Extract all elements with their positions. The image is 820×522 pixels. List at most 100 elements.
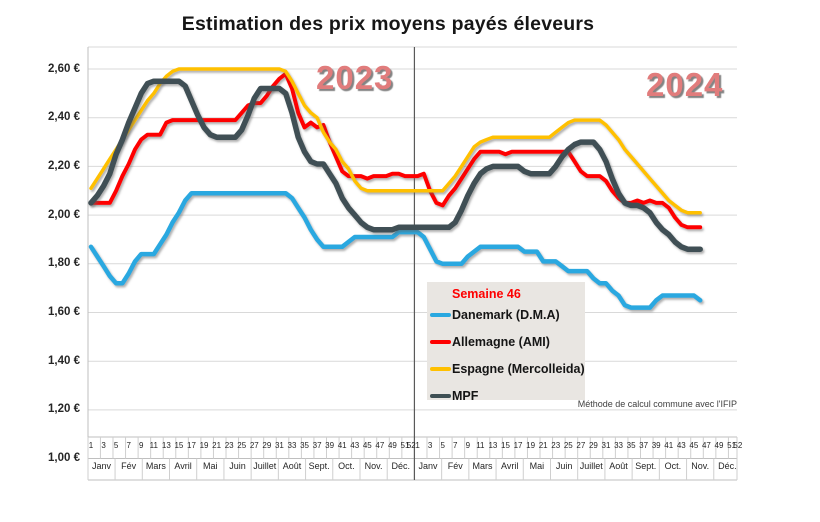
- week-tick-label: 7: [126, 441, 131, 450]
- week-tick-label: 43: [350, 441, 360, 450]
- week-tick-label: 17: [187, 441, 196, 450]
- month-label: Fév: [121, 461, 137, 471]
- week-tick-label: 5: [440, 441, 445, 450]
- week-tick-label: 49: [714, 441, 724, 450]
- year-label-2023: 2023: [316, 59, 394, 96]
- week-tick-label: 31: [601, 441, 611, 450]
- y-axis-tick-label: 2,20 €: [48, 159, 80, 172]
- month-label: Juin: [229, 461, 246, 471]
- legend-item-label: MPF: [452, 388, 479, 403]
- chart-footnote: Méthode de calcul commune avec l'IFIP: [577, 399, 737, 409]
- month-label: Oct.: [338, 461, 355, 471]
- legend-item-espagne: Espagne (Mercolleida): [430, 355, 585, 382]
- week-tick-label: 33: [614, 441, 623, 450]
- week-tick-label: 51: [727, 441, 736, 450]
- week-tick-label: 1: [88, 441, 94, 450]
- week-tick-label: 21: [212, 441, 222, 450]
- week-tick-label: 45: [362, 441, 372, 450]
- month-label: Nov.: [691, 461, 710, 471]
- y-axis-tick-label: 1,80 €: [48, 257, 80, 270]
- y-axis-tick-label: 1,20 €: [48, 403, 80, 416]
- week-tick-label: 51: [400, 441, 410, 450]
- y-axis-tick-label: 2,40 €: [48, 111, 80, 124]
- week-tick-label: 17: [513, 441, 523, 450]
- week-tick-label: 3: [101, 441, 106, 450]
- year-label-2024: 2024: [646, 66, 724, 103]
- legend-item-label: Allemagne (AMI): [452, 334, 550, 349]
- week-tick-label: 7: [453, 441, 458, 450]
- week-tick-label: 29: [588, 441, 598, 450]
- week-tick-label: 5: [113, 441, 119, 450]
- week-tick-label: 11: [476, 441, 485, 450]
- week-tick-label: 29: [262, 441, 272, 450]
- week-tick-label: 37: [639, 441, 649, 450]
- month-label: Nov.: [364, 461, 383, 471]
- month-label: Mai: [529, 461, 545, 471]
- week-tick-label: 1: [415, 441, 420, 450]
- month-label: Mars: [145, 461, 166, 471]
- week-tick-label: 47: [375, 441, 385, 450]
- danemark-line-swatch: [430, 312, 451, 317]
- week-tick-label: 25: [237, 441, 247, 450]
- legend-item-allemagne: Allemagne (AMI): [430, 328, 585, 355]
- week-tick-label: 31: [274, 441, 284, 450]
- month-label: Sept.: [635, 461, 657, 471]
- week-tick-label: 19: [526, 441, 536, 450]
- month-label: Juillet: [579, 461, 603, 471]
- week-tick-label: 45: [689, 441, 699, 450]
- week-tick-label: 9: [465, 441, 471, 450]
- month-label: Avril: [500, 461, 519, 471]
- month-label: Août: [609, 461, 628, 471]
- month-label: Déc.: [718, 461, 737, 471]
- week-tick-label: 15: [501, 441, 510, 450]
- week-tick-label: 27: [249, 441, 259, 450]
- week-tick-label: 41: [337, 441, 347, 450]
- week-tick-label: 3: [427, 441, 433, 450]
- y-axis-tick-label: 1,00 €: [48, 452, 80, 465]
- month-label: Mai: [203, 461, 218, 471]
- week-tick-label: 47: [701, 441, 711, 450]
- week-tick-label: 13: [488, 441, 498, 450]
- month-label: Janv: [91, 461, 111, 471]
- allemagne-line-swatch: [430, 339, 451, 344]
- week-tick-label: 15: [174, 441, 184, 450]
- series-line-allemagne-ami: [89, 71, 703, 230]
- mpf-line-swatch: [430, 393, 451, 398]
- series-line-danemark-d-m-a: [88, 190, 703, 310]
- week-tick-label: 19: [199, 441, 209, 450]
- month-label: Oct.: [664, 461, 682, 471]
- week-tick-label: 13: [161, 441, 171, 450]
- week-tick-label: 27: [576, 441, 586, 450]
- series-line-espagne-mercolleida: [89, 67, 702, 215]
- week-tick-label: 39: [325, 441, 335, 450]
- week-tick-label: 21: [538, 441, 548, 450]
- month-label: Fév: [447, 461, 463, 471]
- week-tick-label: 49: [387, 441, 397, 450]
- legend-item-mpf: MPF: [430, 382, 585, 409]
- legend-week-label: Semaine 46: [452, 287, 521, 301]
- week-tick-label: 52: [733, 441, 743, 450]
- week-tick-label: 35: [300, 441, 309, 450]
- week-tick-label: 11: [149, 441, 158, 450]
- month-label: Sept.: [308, 461, 330, 471]
- y-axis-tick-label: 2,60 €: [48, 62, 80, 75]
- week-tick-label: 33: [287, 441, 297, 450]
- month-label: Janv: [418, 461, 438, 471]
- legend-item-label: Espagne (Mercolleida): [452, 361, 585, 376]
- week-tick-label: 41: [664, 441, 674, 450]
- month-label: Déc.: [391, 461, 411, 471]
- y-axis-tick-label: 1,40 €: [48, 354, 80, 367]
- week-tick-label: 23: [551, 441, 561, 450]
- series-line-mpf: [88, 78, 703, 252]
- chart-legend: Semaine 46 Danemark (D.M.A) Allemagne (A…: [427, 282, 585, 403]
- month-label: Juin: [555, 461, 573, 471]
- week-tick-label: 37: [312, 441, 322, 450]
- week-tick-label: 35: [626, 441, 636, 450]
- legend-item-label: Danemark (D.M.A): [452, 307, 560, 322]
- month-label: Août: [282, 461, 302, 471]
- week-tick-label: 43: [676, 441, 686, 450]
- legend-item-danemark: Danemark (D.M.A): [430, 301, 585, 328]
- month-label: Mars: [472, 461, 493, 471]
